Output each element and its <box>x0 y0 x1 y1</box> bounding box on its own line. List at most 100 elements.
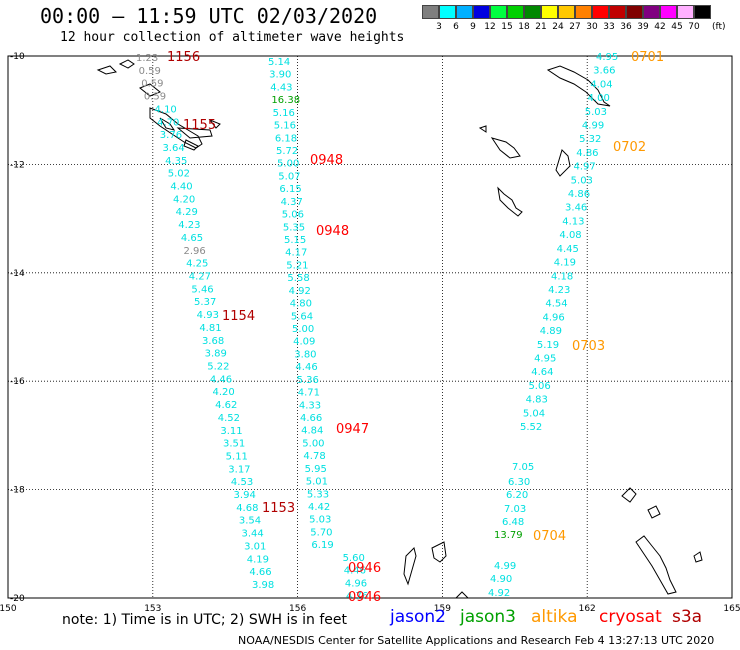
coastline <box>183 139 199 151</box>
lat-tick-label: -14 <box>10 269 25 279</box>
wave-height-label: 13.79 <box>494 530 523 541</box>
wave-height-label: 4.45 <box>557 244 579 255</box>
wave-height-label: 5.60 <box>343 553 365 564</box>
wave-height-label: 4.19 <box>554 258 576 269</box>
wave-height-label: 6.48 <box>502 517 524 528</box>
wave-height-label: 2.96 <box>184 246 206 257</box>
wave-height-label: 3.46 <box>565 203 587 214</box>
wave-height-label: 16.38 <box>271 95 300 106</box>
wave-height-label: 5.02 <box>168 169 190 180</box>
colorbar-swatch <box>694 5 711 19</box>
lon-tick-label: 162 <box>579 604 596 614</box>
coastline <box>478 125 487 133</box>
wave-height-label: 3.54 <box>239 516 261 527</box>
colorbar-swatch <box>626 5 643 19</box>
time-label: 0704 <box>533 529 566 544</box>
wave-height-label: 5.32 <box>579 134 601 145</box>
colorbar-tick-label: 18 <box>518 22 530 32</box>
wave-height-label: 4.89 <box>540 326 562 337</box>
wave-height-label: 3.66 <box>593 66 615 77</box>
colorbar-tick-label: 24 <box>552 22 564 32</box>
wave-height-label: 7.05 <box>512 462 534 473</box>
wave-height-label: 5.14 <box>268 57 290 68</box>
wave-height-label: 0.59 <box>139 66 161 77</box>
wave-height-label: 4.81 <box>199 323 221 334</box>
coastline <box>149 107 203 149</box>
colorbar-tick-label: 21 <box>535 22 547 32</box>
coastline <box>635 535 677 595</box>
wave-height-label: 3.51 <box>223 439 245 450</box>
legend-entry-s3a: s3a <box>672 607 703 627</box>
colorbar-tick-label: 12 <box>484 22 496 32</box>
wave-height-label: 4.42 <box>308 502 330 513</box>
lon-tick-label: 159 <box>434 604 451 614</box>
colorbar-swatch <box>490 5 507 19</box>
wave-height-label: 4.83 <box>526 395 548 406</box>
lon-tick-label: 150 <box>0 604 17 614</box>
wave-height-label: 0.59 <box>144 92 166 103</box>
wave-height-label: 5.19 <box>537 340 559 351</box>
wave-height-label: 4.23 <box>178 220 200 231</box>
wave-height-label: 5.64 <box>291 311 313 322</box>
wave-height-label: 5.21 <box>286 260 308 271</box>
wave-height-label: 6.19 <box>311 540 333 551</box>
wave-height-label: 5.15 <box>284 235 306 246</box>
coastline <box>693 551 703 563</box>
wave-height-label: 5.03 <box>571 175 593 186</box>
wave-height-label: 6.18 <box>275 133 297 144</box>
colorbar-tick-label: 27 <box>569 22 581 32</box>
wave-height-label: 5.36 <box>297 375 319 386</box>
legend-entry-altika: altika <box>531 607 578 627</box>
wave-height-label: 4.46 <box>344 566 366 577</box>
wave-height-label: 5.00 <box>277 159 299 170</box>
wave-height-label: 3.90 <box>269 70 291 81</box>
coastline <box>208 118 221 129</box>
colorbar-tick-label: 6 <box>453 22 459 32</box>
lat-tick-label: -16 <box>10 377 25 387</box>
wave-height-label: 7.03 <box>504 504 526 515</box>
wave-height-label: 4.66 <box>249 567 271 578</box>
wave-height-label: 4.09 <box>293 337 315 348</box>
wave-height-label: 4.96 <box>345 578 367 589</box>
colorbar-tick-label: 42 <box>654 22 666 32</box>
lat-tick-label: -10 <box>10 52 25 62</box>
wave-height-label: 4.53 <box>231 477 253 488</box>
colorbar <box>422 5 711 19</box>
credit-line: NOAA/NESDIS Center for Satellite Applica… <box>238 634 715 647</box>
wave-height-label: 4.19 <box>247 554 269 565</box>
colorbar-swatch <box>558 5 575 19</box>
wave-height-label: 5.06 <box>528 381 550 392</box>
wave-height-label: 3.64 <box>162 143 184 154</box>
colorbar-tick-label: 15 <box>501 22 513 32</box>
colorbar-labels: 3 6 9 12 15 18 21 24 27 30 33 36 39 42 45 70 <box>422 22 740 34</box>
wave-height-label: 4.54 <box>545 299 567 310</box>
colorbar-swatch <box>609 5 626 19</box>
wave-height-label: 4.43 <box>270 82 292 93</box>
lat-tick-label: -20 <box>10 594 25 604</box>
colorbar-swatch <box>473 5 490 19</box>
time-label: 0701 <box>631 50 664 65</box>
colorbar-tick-label: 39 <box>637 22 649 32</box>
legend-entry-jason3: jason3 <box>460 607 516 627</box>
wave-height-label: 4.90 <box>490 574 512 585</box>
colorbar-swatch <box>643 5 660 19</box>
colorbar-swatch <box>456 5 473 19</box>
wave-height-label: 4.37 <box>281 197 303 208</box>
wave-height-label: 5.03 <box>585 107 607 118</box>
lat-tick-label: -18 <box>10 486 25 496</box>
wave-height-label: 3.17 <box>228 464 250 475</box>
wave-height-label: 4.96 <box>543 312 565 323</box>
colorbar-tick-label: 9 <box>470 22 476 32</box>
footer-note: note: 1) Time is in UTC; 2) SWH is in fe… <box>62 612 348 628</box>
coastline <box>555 149 571 177</box>
colorbar-tick-label: 30 <box>586 22 598 32</box>
wave-height-label: 4.68 <box>236 503 258 514</box>
lon-tick-label: 153 <box>144 604 161 614</box>
legend-entry-cryosat: cryosat <box>599 607 662 627</box>
wave-height-label: 6.20 <box>506 490 528 501</box>
coastline <box>159 117 176 131</box>
wave-height-label: 4.71 <box>298 388 320 399</box>
wave-height-label: 6.30 <box>508 477 530 488</box>
